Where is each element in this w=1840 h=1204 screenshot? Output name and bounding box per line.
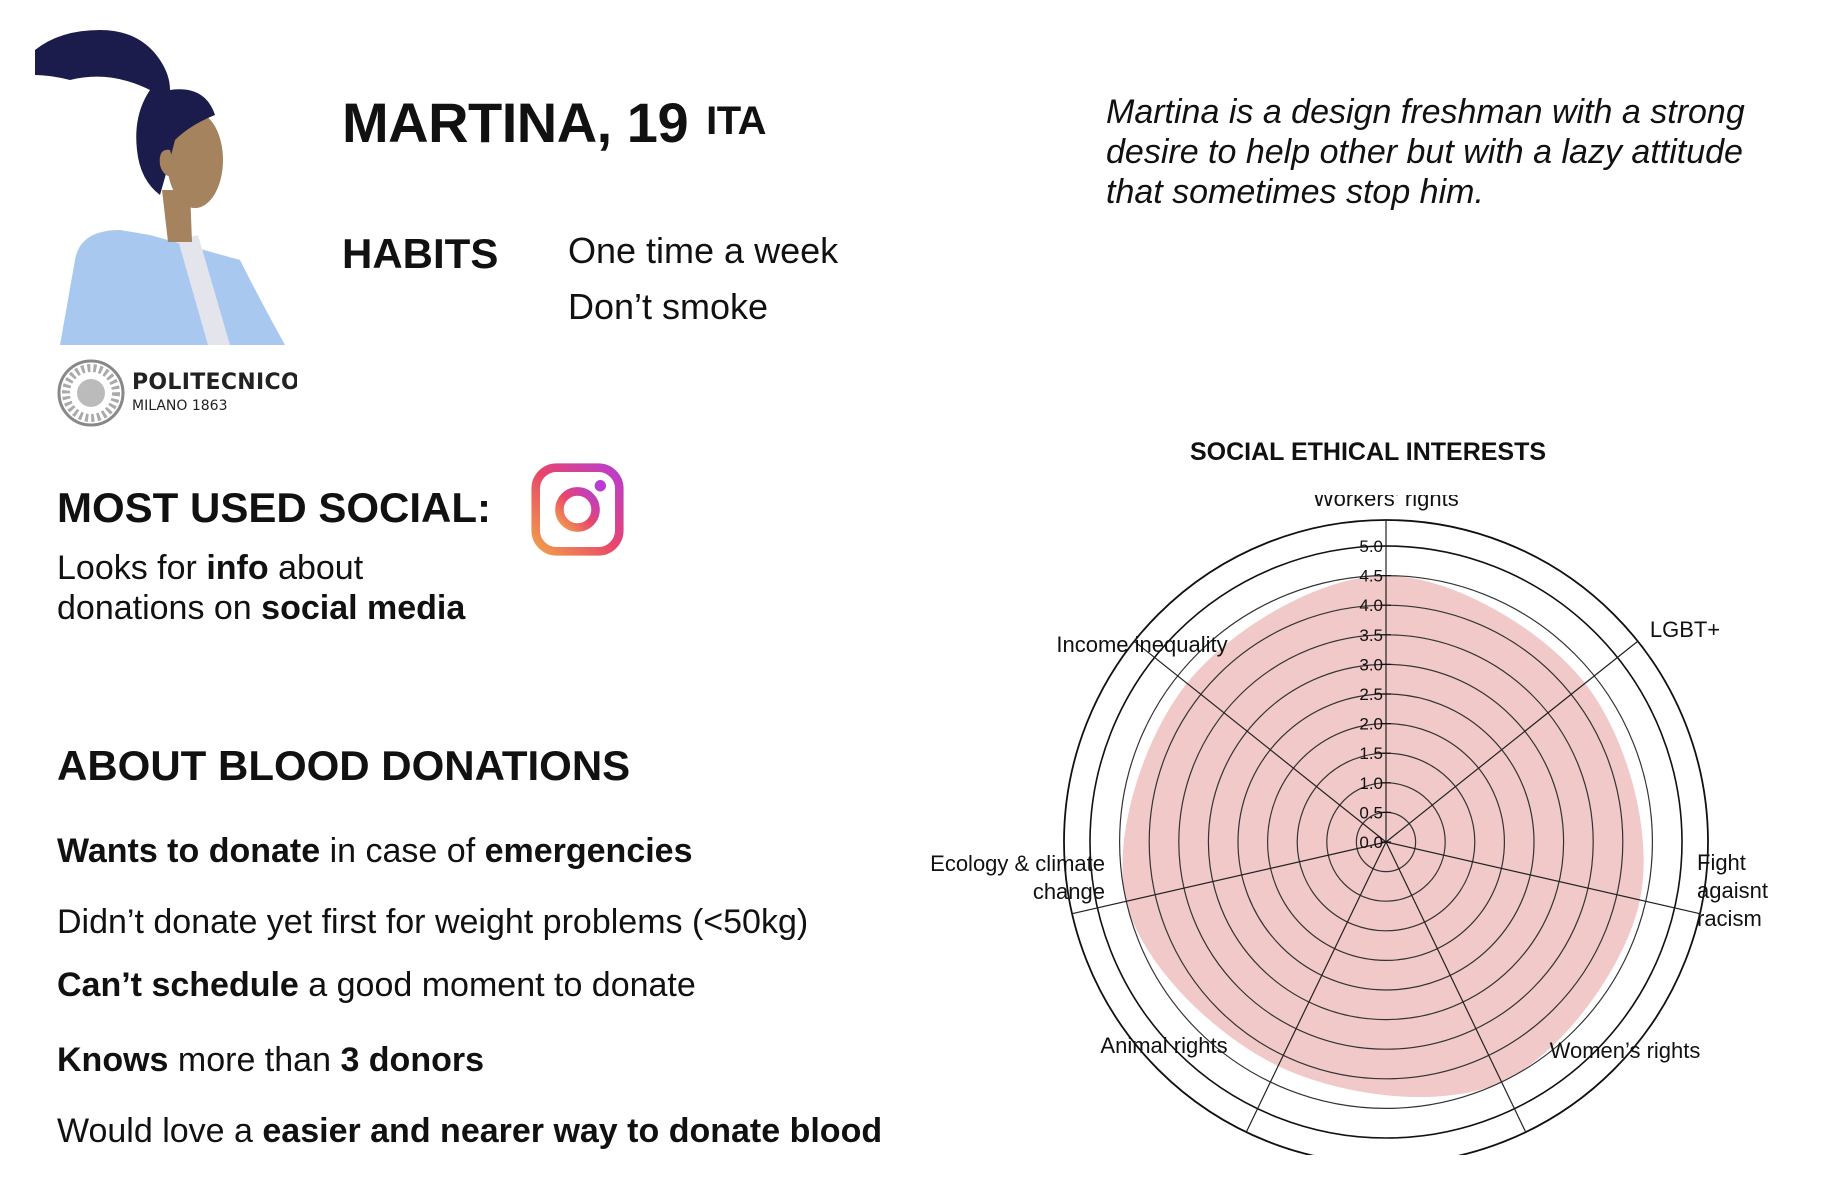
radar-spoke [1245, 841, 1387, 1133]
radar-tick-label: 3.0 [1359, 655, 1383, 674]
logo-city: MILANO 1863 [132, 398, 227, 414]
radar-category-label: Women’s rights [1550, 1038, 1701, 1063]
fact-emergencies: Wants to donate in case of emergencies [57, 832, 693, 870]
radar-spoke [1071, 841, 1387, 915]
persona-avatar [35, 30, 285, 345]
fact-weight: Didn’t donate yet first for weight probl… [57, 903, 809, 941]
instagram-icon [531, 463, 624, 556]
radar-tick-label: 3.5 [1359, 626, 1383, 645]
social-title: MOST USED SOCIAL: [57, 484, 492, 531]
radar-spoke [1385, 841, 1527, 1133]
about-title: ABOUT BLOOD DONATIONS [57, 742, 631, 789]
avatar-ear [159, 149, 178, 177]
radar-spoke [1385, 841, 1701, 915]
politecnico-logo: POLITECNICO MILANO 1863 [57, 359, 297, 427]
avatar-collar [178, 235, 230, 345]
radar-tick-label: 4.0 [1359, 596, 1383, 615]
radar-tick-label: 1.0 [1359, 774, 1383, 793]
habits-title: HABITS [342, 230, 499, 277]
radar-tick-label: 1.5 [1359, 744, 1383, 763]
habit-item: Don’t smoke [568, 286, 769, 327]
social-line-1: Looks for info about [57, 549, 364, 587]
radar-tick-label: 0.5 [1359, 803, 1383, 822]
avatar-jacket [60, 230, 285, 345]
radar-tick-label: 2.5 [1359, 685, 1383, 704]
radar-category-label: Income inequality [1056, 632, 1227, 657]
radar-series-area [1122, 575, 1644, 1098]
logo-name: POLITECNICO [132, 370, 297, 395]
social-description: Looks for info about donations on social… [57, 548, 465, 628]
radar-tick-label: 2.0 [1359, 715, 1383, 734]
fact-wish: Would love a easier and nearer way to do… [57, 1112, 883, 1150]
radar-category-label: Workers’ rights [1313, 495, 1458, 511]
radar-spoke [1133, 640, 1387, 843]
radar-category-label: Animal rights [1100, 1033, 1227, 1058]
radar-spoke [1385, 640, 1639, 843]
radar-category-label: LGBT+ [1650, 617, 1720, 642]
habit-item: One time a week [568, 230, 839, 271]
social-line-2: donations on social media [57, 589, 466, 627]
radar-tick-label: 5.0 [1359, 537, 1383, 556]
radar-tick-label: 0.0 [1359, 833, 1383, 852]
fact-donors: Knows more than 3 donors [57, 1041, 485, 1079]
chart-title: SOCIAL ETHICAL INTERESTS [1190, 438, 1547, 466]
persona-description: Martina is a design freshman with a stro… [1106, 93, 1745, 211]
persona-name-line: MARTINA, 19 ITA [342, 90, 767, 155]
radar-category-label: Ecology & climate change [930, 851, 1105, 904]
radar-tick-label: 4.5 [1359, 567, 1383, 586]
fact-schedule: Can’t schedule a good moment to donate [57, 966, 696, 1004]
radar-category-label: Fight agaisnt racism [1697, 850, 1768, 931]
persona-country: ITA [706, 99, 767, 143]
avatar-face [167, 112, 223, 208]
radar-chart: 0.0 0.5 1.0 1.5 2.0 2.5 3.0 3.5 4.0 4.5 5.0 Workers… [930, 495, 1768, 1155]
persona-name: MARTINA, 19 [342, 91, 689, 154]
